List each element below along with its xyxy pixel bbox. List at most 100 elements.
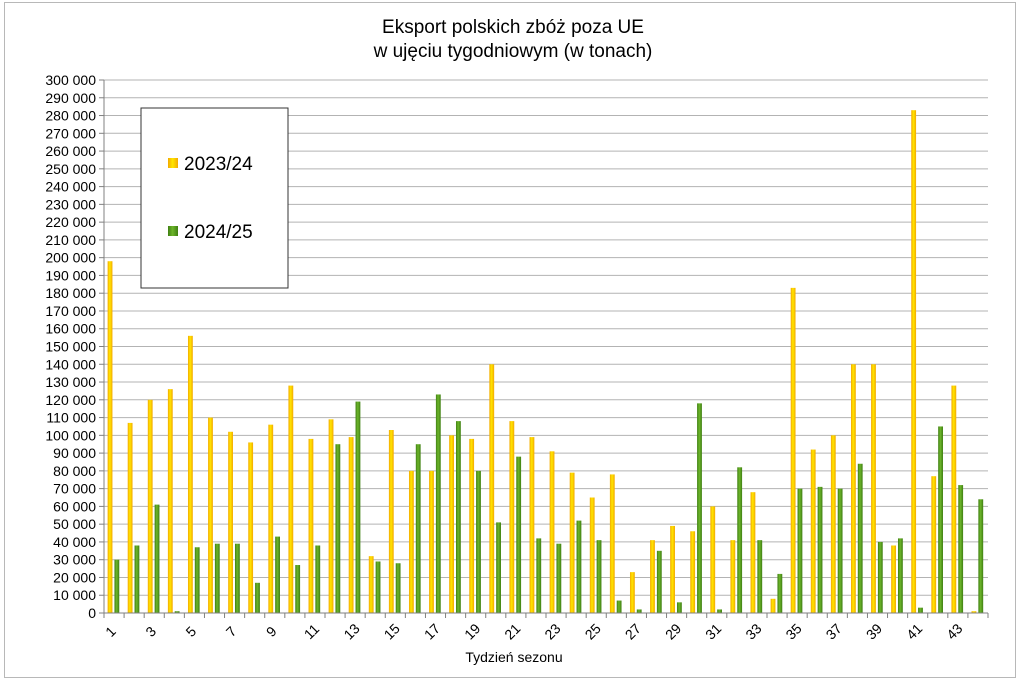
y-tick-label: 240 000 [45,179,96,195]
x-tick-label: 11 [301,621,323,643]
bar-2023-24-week-35 [790,287,796,613]
bar-2023-24-week-15 [388,430,394,613]
bar-2023-24-week-9 [268,424,274,613]
x-tick-label: 41 [903,620,925,642]
bar-2024-25-week-24 [576,520,582,613]
y-tick-label: 160 000 [45,321,96,337]
y-tick-label: 80 000 [53,463,96,479]
bar-2024-25-week-32 [737,467,743,613]
bar-2023-24-week-1 [107,261,113,613]
bar-2024-25-week-8 [255,582,260,613]
bar-2023-24-week-23 [549,451,555,613]
bar-2024-25-week-27 [636,609,642,613]
bar-2023-24-week-26 [609,474,615,613]
y-tick-label: 210 000 [45,232,96,248]
y-tick-label: 120 000 [45,392,96,408]
y-tick-label: 90 000 [53,445,96,461]
y-tick-label: 150 000 [45,339,96,355]
legend-swatch-2023-24 [168,158,178,168]
x-tick-label: 19 [461,620,483,642]
bar-2023-24-week-19 [469,438,475,613]
bar-2024-25-week-14 [375,561,381,613]
bar-2024-25-week-33 [757,540,763,613]
y-tick-label: 260 000 [45,143,96,159]
bar-2024-25-week-13 [355,401,361,613]
x-axis-label: Tydzień sezonu [465,649,562,665]
bar-2023-24-week-44 [971,611,977,613]
bar-2023-24-week-5 [187,335,193,613]
bar-2024-25-week-26 [616,600,622,613]
y-tick-label: 190 000 [45,267,96,283]
y-tick-label: 50 000 [53,516,96,532]
x-tick-label: 7 [223,623,240,640]
bar-2023-24-week-18 [449,435,454,613]
bar-2024-25-week-4 [174,611,180,613]
x-tick-label: 5 [182,623,199,640]
bar-2023-24-week-10 [288,385,294,613]
x-tick-label: 29 [662,620,684,642]
y-tick-label: 140 000 [45,356,96,372]
bar-2024-25-week-25 [596,540,602,613]
x-tick-label: 3 [142,623,159,640]
bar-2023-24-week-43 [951,385,957,613]
x-tick-label: 25 [581,620,603,642]
bar-2023-24-week-11 [308,438,314,613]
y-tick-label: 10 000 [53,587,96,603]
bar-2024-25-week-17 [435,394,441,613]
bar-2023-24-week-34 [770,598,776,613]
x-tick-label: 15 [381,620,403,642]
x-tick-label: 43 [943,620,965,642]
x-tick-label: 17 [421,620,443,642]
bar-2024-25-week-35 [797,488,803,613]
bar-2023-24-week-36 [810,449,816,613]
legend-box [140,107,289,289]
x-tick-label: 39 [863,620,885,642]
y-tick-label: 70 000 [53,481,96,497]
bar-2023-24-week-33 [750,492,756,613]
bar-2023-24-week-13 [348,437,354,613]
bar-2023-24-week-6 [208,417,213,613]
y-tick-label: 20 000 [53,569,96,585]
bar-2024-25-week-36 [817,486,823,613]
bar-2024-25-week-22 [536,538,542,613]
bar-2024-25-week-30 [697,403,702,613]
bar-2024-25-week-10 [295,565,301,613]
bar-2024-25-week-20 [496,522,501,613]
y-tick-label: 60 000 [53,498,96,514]
bar-2024-25-week-1 [114,559,120,613]
legend-label-2023-24: 2023/24 [184,154,253,175]
x-tick-label: 1 [102,623,119,640]
y-tick-label: 200 000 [45,250,96,266]
x-tick-label: 33 [742,620,764,642]
bar-2023-24-week-41 [911,110,917,613]
bar-2023-24-week-2 [127,422,133,613]
bar-2023-24-week-32 [730,540,736,613]
bar-2023-24-week-22 [529,437,535,613]
bar-2024-25-week-5 [194,547,200,613]
y-tick-label: 110 000 [46,410,96,426]
x-tick-label: 31 [702,620,724,642]
bar-2024-25-week-28 [656,550,662,613]
bar-2024-25-week-18 [455,421,461,613]
x-tick-label: 35 [782,620,804,642]
chart-title: Eksport polskich zbóż poza UE [382,17,644,38]
bar-2024-25-week-11 [315,545,321,613]
y-tick-label: 290 000 [45,90,96,106]
y-tick-label: 100 000 [45,427,96,443]
x-tick-label: 37 [823,620,845,642]
bar-2023-24-week-17 [429,470,434,613]
x-tick-label: 13 [340,620,362,642]
bar-2024-25-week-42 [938,426,943,613]
bar-2023-24-week-29 [670,525,675,613]
bar-2023-24-week-14 [368,556,374,613]
bar-2024-25-week-3 [154,504,160,613]
y-tick-label: 130 000 [45,374,96,390]
y-tick-label: 250 000 [45,161,96,177]
bar-2024-25-week-29 [676,602,682,613]
bar-2023-24-week-25 [589,497,595,613]
bar-2024-25-week-39 [877,541,883,613]
bar-2023-24-week-31 [710,506,716,613]
y-tick-label: 300 000 [45,72,96,88]
x-tick-label: 27 [622,620,644,642]
